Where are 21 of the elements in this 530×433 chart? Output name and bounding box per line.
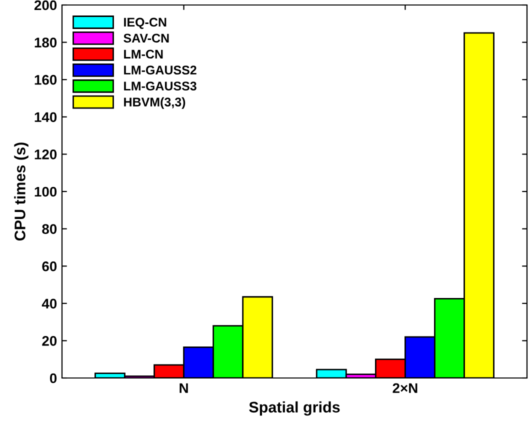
- legend-label: LM-CN: [124, 50, 163, 59]
- y-axis-title: CPU times (s): [14, 142, 28, 241]
- legend-label: LM-GAUSS2: [124, 66, 196, 75]
- y-tick-label: 60: [42, 261, 57, 272]
- y-tick-label: 120: [34, 150, 57, 160]
- y-tick-label: 180: [34, 38, 57, 48]
- legend-label: IEQ-CN: [124, 18, 166, 29]
- y-tick-label: 80: [42, 224, 57, 234]
- x-tick-label: 2×N: [392, 383, 418, 393]
- x-axis-title: Spatial grids: [249, 401, 340, 416]
- y-tick-label: 160: [34, 74, 57, 85]
- x-tick-label: N: [180, 383, 188, 393]
- legend-label: HBVM(3,3): [124, 97, 186, 109]
- y-tick-label: 140: [34, 112, 57, 122]
- legend-label: SAV-CN: [124, 34, 169, 43]
- y-tick-label: 40: [42, 298, 57, 309]
- y-tick-label: 200: [34, 0, 57, 10]
- y-tick-label: 20: [42, 336, 57, 346]
- legend-label: LM-GAUSS3: [124, 82, 196, 91]
- y-tick-label: 0: [50, 373, 57, 384]
- y-tick-label: 100: [34, 186, 57, 197]
